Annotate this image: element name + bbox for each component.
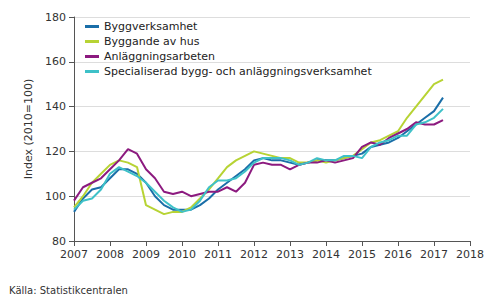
svg-text:Byggverksamhet: Byggverksamhet xyxy=(104,20,198,33)
svg-text:2007: 2007 xyxy=(60,248,88,261)
svg-text:Specialiserad bygg- och anlägg: Specialiserad bygg- och anläggningsverks… xyxy=(104,65,372,78)
svg-text:Anläggningsarbeten: Anläggningsarbeten xyxy=(104,50,215,63)
svg-text:140: 140 xyxy=(45,100,66,113)
svg-text:80: 80 xyxy=(52,235,66,248)
svg-text:120: 120 xyxy=(45,145,66,158)
svg-text:2012: 2012 xyxy=(240,248,268,261)
svg-text:2008: 2008 xyxy=(96,248,124,261)
svg-text:2014: 2014 xyxy=(312,248,340,261)
svg-text:Byggande av hus: Byggande av hus xyxy=(104,35,200,48)
svg-text:2015: 2015 xyxy=(348,248,376,261)
svg-text:2016: 2016 xyxy=(384,248,412,261)
svg-text:2013: 2013 xyxy=(276,248,304,261)
svg-text:2009: 2009 xyxy=(132,248,160,261)
svg-text:100: 100 xyxy=(45,190,66,203)
svg-text:2018: 2018 xyxy=(456,248,484,261)
svg-text:180: 180 xyxy=(45,11,66,24)
svg-text:2011: 2011 xyxy=(204,248,232,261)
svg-text:2017: 2017 xyxy=(420,248,448,261)
svg-text:Index (2010=100): Index (2010=100) xyxy=(22,79,35,180)
svg-text:Källa: Statistikcentralen: Källa: Statistikcentralen xyxy=(9,285,128,296)
svg-text:160: 160 xyxy=(45,55,66,68)
svg-text:2010: 2010 xyxy=(168,248,196,261)
